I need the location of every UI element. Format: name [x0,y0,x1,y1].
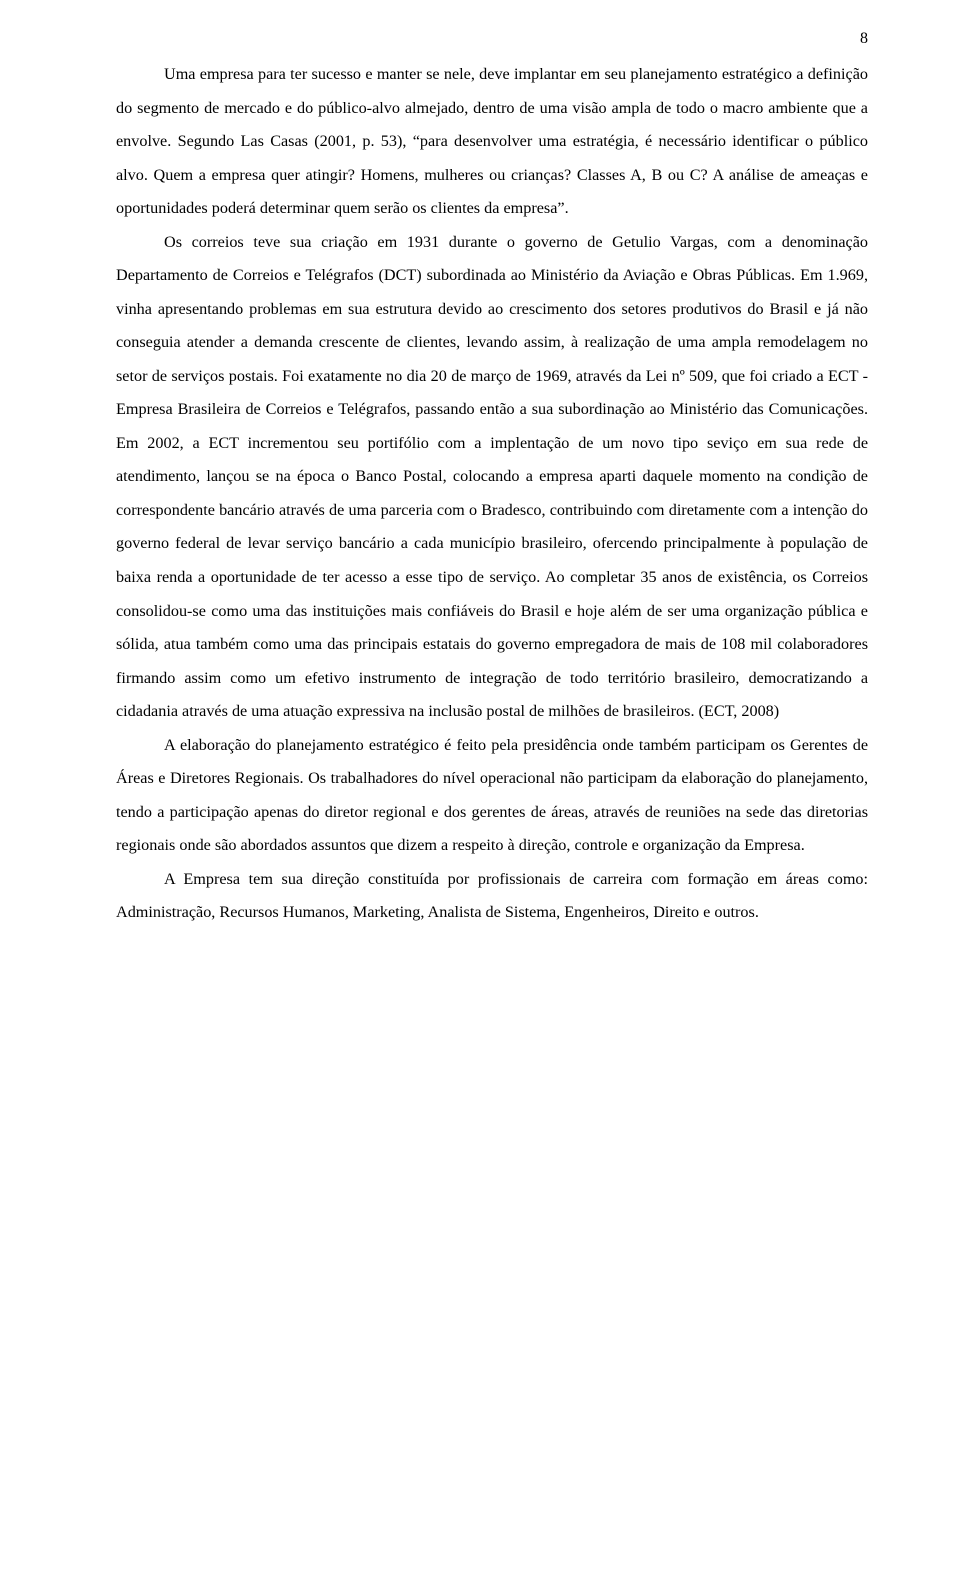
paragraph-1: Uma empresa para ter sucesso e manter se… [116,58,868,226]
document-body: Uma empresa para ter sucesso e manter se… [116,58,868,930]
page-number: 8 [860,30,868,48]
paragraph-2: Os correios teve sua criação em 1931 dur… [116,226,868,729]
paragraph-3: A elaboração do planejamento estratégico… [116,729,868,863]
paragraph-4: A Empresa tem sua direção constituída po… [116,863,868,930]
